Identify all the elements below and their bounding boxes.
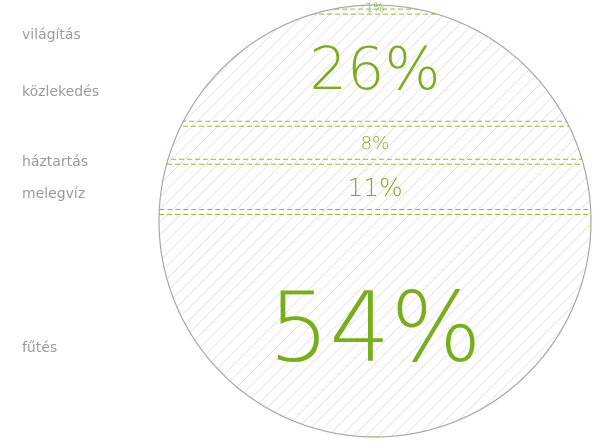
band-3 xyxy=(159,163,591,211)
bands-group xyxy=(159,5,591,437)
category-label-haztartas: háztartás xyxy=(22,154,88,170)
band-1 xyxy=(159,13,591,122)
category-label-futes: fűtés xyxy=(22,340,58,356)
value-label-2: 8% xyxy=(361,133,390,154)
category-label-kozlekedes: közlekedés xyxy=(22,84,100,100)
value-label-1: 26% xyxy=(310,34,441,103)
band-2 xyxy=(159,125,591,160)
band-0 xyxy=(159,5,591,10)
band-4 xyxy=(159,214,591,437)
value-labels-group: 1% 26% 8% 11% 54% xyxy=(268,0,481,383)
value-label-3: 11% xyxy=(347,173,402,202)
category-label-melegviz: melegvíz xyxy=(22,186,86,202)
category-label-vilagitas: világítás xyxy=(22,27,81,43)
value-label-0: 1% xyxy=(365,0,384,14)
value-label-4: 54% xyxy=(268,271,481,383)
